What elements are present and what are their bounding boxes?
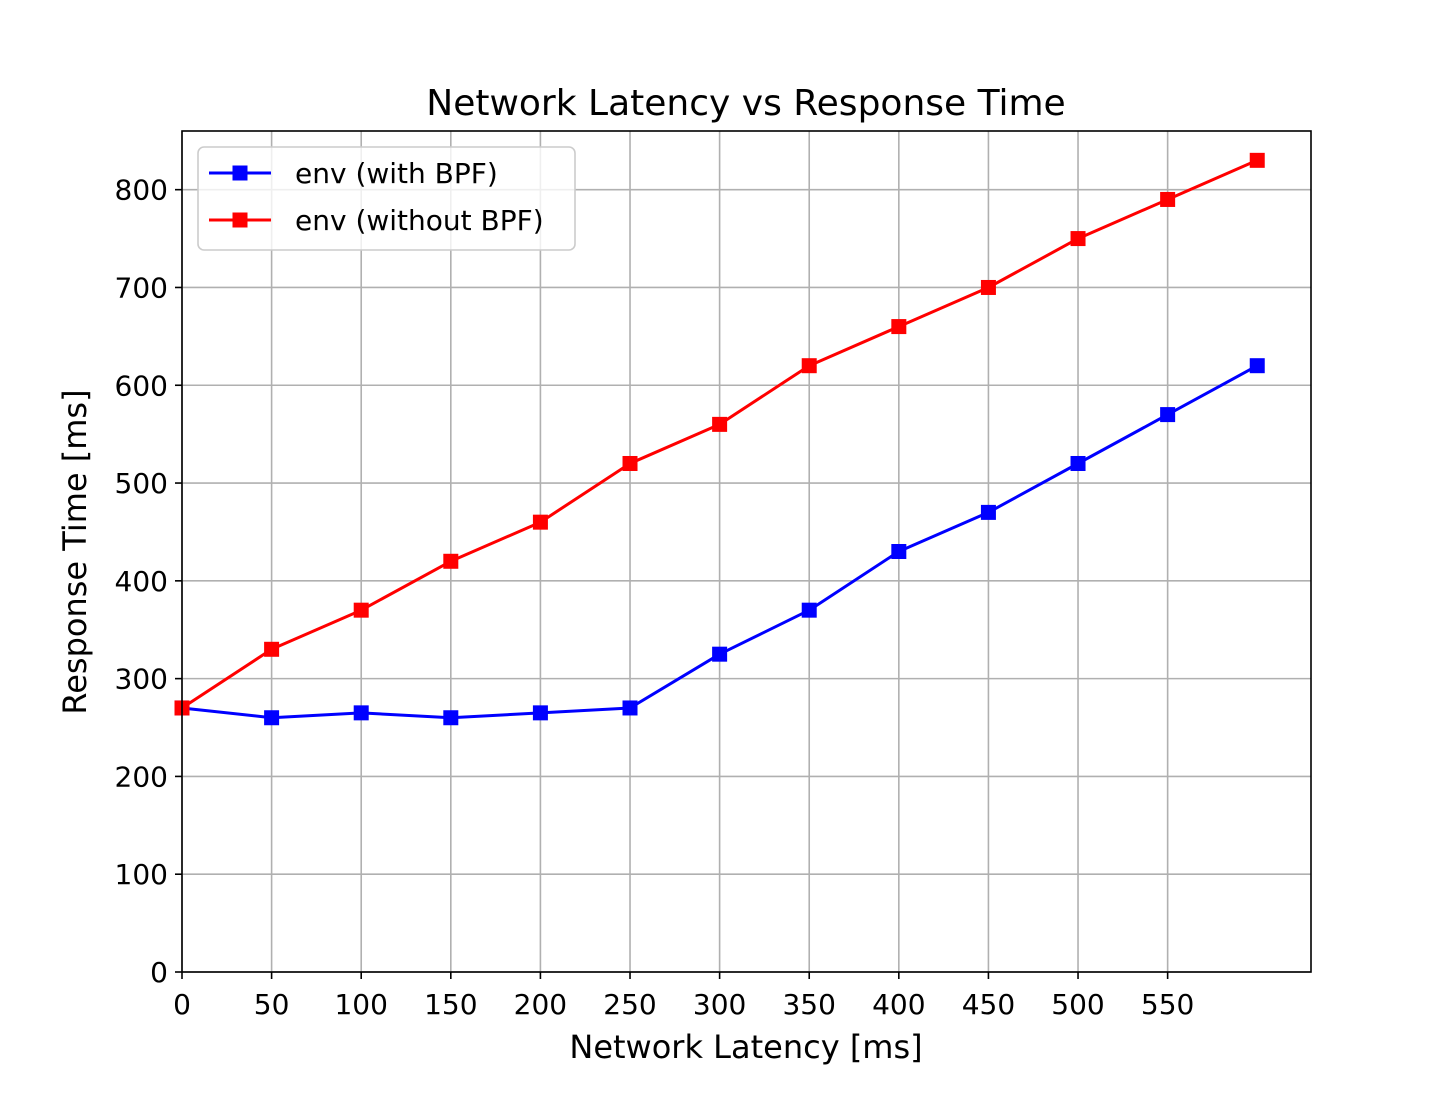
- x-tick-label: 250: [603, 988, 656, 1021]
- data-point: [443, 710, 459, 726]
- x-tick-label: 500: [1051, 988, 1104, 1021]
- legend-marker: [232, 212, 248, 228]
- data-point: [712, 646, 728, 662]
- legend-label: env (without BPF): [295, 204, 544, 237]
- y-tick-label: 300: [115, 663, 168, 696]
- x-tick-label: 200: [514, 988, 567, 1021]
- data-point: [1249, 358, 1265, 374]
- ticks: 0 50 100 150 200 250 300 350 400 450 500 550 0 100 200…: [115, 174, 1195, 1021]
- data-point: [1249, 152, 1265, 168]
- series-layer: [174, 152, 1265, 726]
- data-point: [622, 700, 638, 716]
- data-point: [532, 705, 548, 721]
- data-point: [532, 514, 548, 530]
- y-tick-label: 800: [115, 174, 168, 207]
- data-point: [1160, 407, 1176, 423]
- data-point: [712, 416, 728, 432]
- y-tick-label: 200: [115, 760, 168, 793]
- x-tick-label: 300: [693, 988, 746, 1021]
- data-point: [622, 455, 638, 471]
- data-point: [1070, 455, 1086, 471]
- data-point: [801, 358, 817, 374]
- data-point: [1160, 191, 1176, 207]
- data-point: [353, 705, 369, 721]
- data-point: [891, 544, 907, 559]
- legend-frame: [197, 146, 576, 251]
- data-point: [443, 553, 459, 569]
- y-tick-label: 700: [115, 271, 168, 304]
- data-point: [264, 641, 280, 657]
- data-point: [801, 602, 817, 618]
- y-tick-label: 100: [115, 858, 168, 891]
- data-point: [980, 279, 996, 295]
- x-tick-label: 0: [173, 988, 191, 1021]
- series-0: [174, 358, 1265, 726]
- grid: [181, 131, 1311, 973]
- data-point: [891, 319, 907, 335]
- y-tick-label: 600: [115, 369, 168, 402]
- data-point: [980, 504, 996, 520]
- y-tick-label: 400: [115, 565, 168, 598]
- x-tick-label: 350: [782, 988, 835, 1021]
- x-tick-label: 450: [962, 988, 1015, 1021]
- x-axis-label: Network Latency [ms]: [569, 1028, 922, 1066]
- axes-frame: [181, 130, 1312, 973]
- y-tick-label: 0: [150, 956, 168, 989]
- legend: env (with BPF) env (without BPF): [197, 146, 576, 251]
- y-axis-label: Response Time [ms]: [56, 389, 94, 714]
- data-point: [353, 602, 369, 618]
- x-tick-label: 150: [424, 988, 477, 1021]
- data-point: [264, 710, 280, 726]
- x-tick-label: 400: [872, 988, 925, 1021]
- x-tick-label: 100: [334, 988, 387, 1021]
- y-tick-label: 500: [115, 467, 168, 500]
- chart-title: Network Latency vs Response Time: [426, 83, 1065, 124]
- legend-marker: [232, 165, 248, 181]
- series-1: [174, 152, 1265, 716]
- x-tick-label: 50: [254, 988, 290, 1021]
- legend-label: env (with BPF): [295, 157, 498, 190]
- x-tick-label: 550: [1141, 988, 1194, 1021]
- data-point: [1070, 231, 1086, 247]
